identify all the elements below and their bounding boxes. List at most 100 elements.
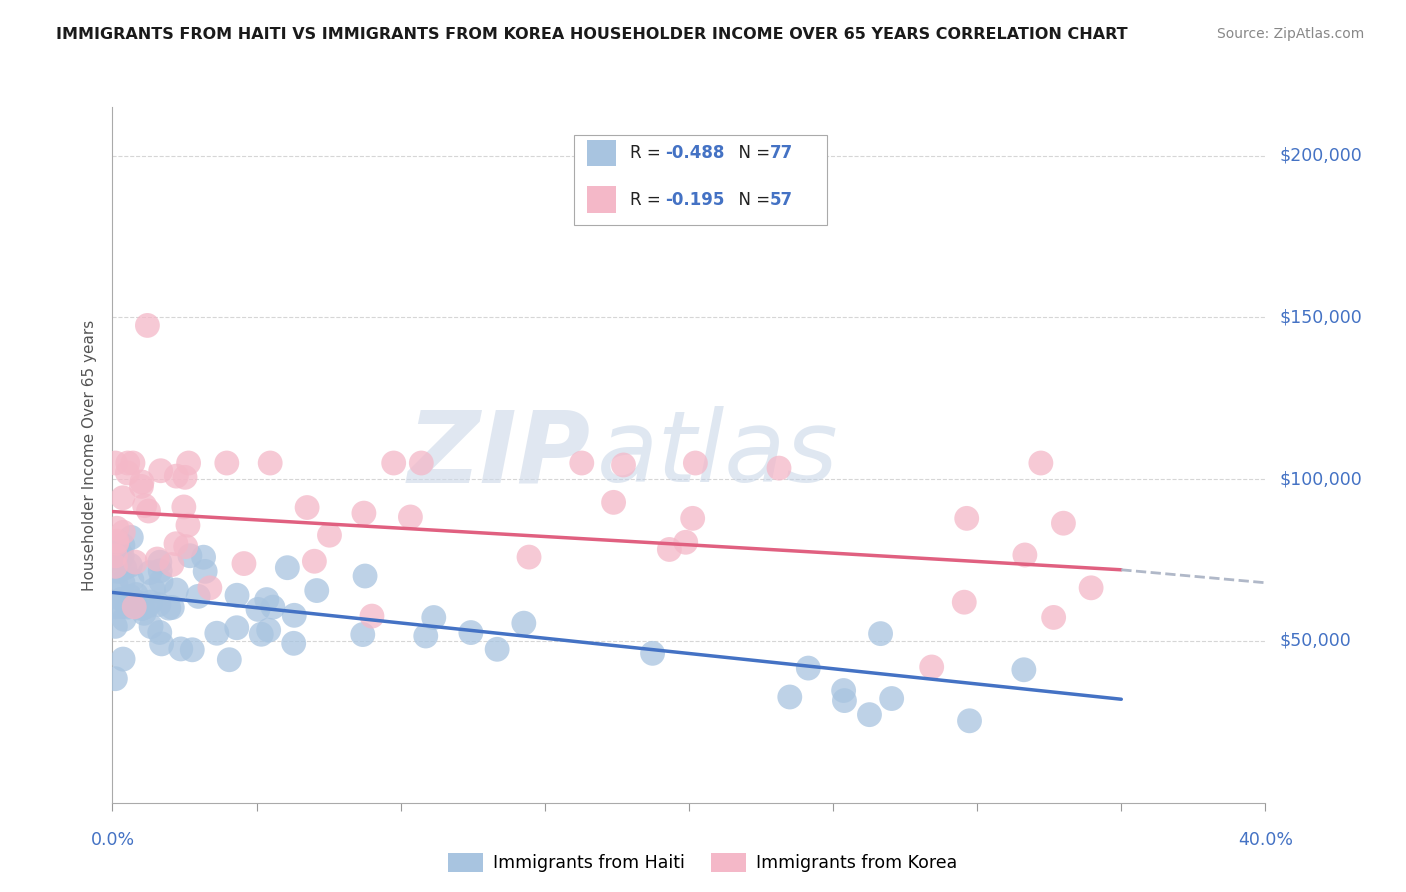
- Point: [205, 626, 228, 640]
- Text: -0.195: -0.195: [665, 191, 724, 209]
- Point: [179, 549, 201, 563]
- Text: $50,000: $50,000: [1279, 632, 1351, 650]
- Point: [111, 491, 134, 505]
- Point: [1029, 456, 1052, 470]
- Point: [149, 464, 172, 478]
- Point: [226, 588, 249, 602]
- Point: [124, 555, 146, 569]
- Point: [122, 456, 145, 470]
- Point: [194, 565, 217, 579]
- Point: [131, 600, 153, 615]
- FancyBboxPatch shape: [574, 135, 827, 226]
- Point: [173, 500, 195, 514]
- Point: [117, 466, 139, 480]
- Point: [136, 599, 159, 613]
- Point: [921, 660, 943, 674]
- Point: [131, 479, 153, 493]
- FancyBboxPatch shape: [588, 186, 616, 213]
- Point: [353, 506, 375, 520]
- Text: ZIP: ZIP: [408, 407, 591, 503]
- Point: [162, 600, 184, 615]
- Point: [107, 564, 129, 578]
- Point: [959, 714, 981, 728]
- Point: [122, 599, 145, 614]
- Point: [685, 456, 707, 470]
- Point: [259, 456, 281, 470]
- Point: [602, 495, 624, 509]
- Text: 40.0%: 40.0%: [1237, 830, 1294, 848]
- Point: [1042, 610, 1064, 624]
- Point: [956, 511, 979, 525]
- Point: [174, 540, 197, 554]
- Text: -0.488: -0.488: [665, 144, 724, 162]
- Point: [150, 574, 173, 589]
- Point: [869, 626, 891, 640]
- Text: N =: N =: [728, 144, 776, 162]
- Legend: Immigrants from Haiti, Immigrants from Korea: Immigrants from Haiti, Immigrants from K…: [441, 846, 965, 879]
- Point: [120, 558, 142, 573]
- Point: [146, 552, 169, 566]
- Point: [797, 661, 820, 675]
- Point: [104, 549, 127, 563]
- Point: [233, 557, 256, 571]
- Point: [149, 625, 172, 640]
- Point: [139, 566, 162, 580]
- Point: [361, 609, 384, 624]
- Point: [104, 672, 127, 686]
- Point: [675, 535, 697, 549]
- Text: 77: 77: [769, 144, 793, 162]
- Point: [779, 690, 801, 704]
- Point: [612, 458, 634, 472]
- Point: [215, 456, 238, 470]
- Point: [304, 554, 326, 568]
- Point: [131, 601, 153, 615]
- Point: [460, 625, 482, 640]
- Text: 57: 57: [769, 191, 793, 209]
- Point: [104, 619, 127, 633]
- Point: [193, 550, 215, 565]
- Point: [880, 691, 903, 706]
- Point: [354, 569, 377, 583]
- Point: [305, 583, 328, 598]
- Point: [157, 601, 180, 615]
- Point: [104, 559, 127, 574]
- Point: [112, 525, 135, 540]
- Point: [858, 707, 880, 722]
- Point: [104, 456, 127, 470]
- Text: atlas: atlas: [596, 407, 838, 503]
- Point: [120, 598, 142, 612]
- Point: [120, 531, 142, 545]
- Point: [149, 555, 172, 569]
- Point: [250, 627, 273, 641]
- Point: [117, 456, 139, 470]
- Text: R =: R =: [630, 144, 666, 162]
- Point: [256, 592, 278, 607]
- Point: [138, 504, 160, 518]
- Point: [120, 590, 142, 604]
- Point: [111, 538, 134, 552]
- Point: [276, 560, 298, 574]
- Point: [1080, 581, 1102, 595]
- Point: [262, 600, 284, 615]
- Point: [571, 456, 593, 470]
- Point: [834, 693, 856, 707]
- Point: [423, 610, 446, 624]
- Point: [165, 582, 187, 597]
- Point: [517, 550, 540, 565]
- Point: [125, 595, 148, 609]
- Point: [682, 511, 704, 525]
- Point: [768, 461, 790, 475]
- Point: [170, 641, 193, 656]
- Point: [114, 561, 136, 575]
- Point: [352, 627, 374, 641]
- Point: [110, 552, 132, 566]
- Point: [318, 528, 340, 542]
- Point: [174, 470, 197, 484]
- Text: N =: N =: [728, 191, 776, 209]
- Text: $200,000: $200,000: [1279, 146, 1362, 165]
- Point: [105, 536, 128, 550]
- Text: R =: R =: [630, 191, 666, 209]
- Text: 0.0%: 0.0%: [90, 830, 135, 848]
- Point: [110, 599, 132, 614]
- Text: IMMIGRANTS FROM HAITI VS IMMIGRANTS FROM KOREA HOUSEHOLDER INCOME OVER 65 YEARS : IMMIGRANTS FROM HAITI VS IMMIGRANTS FROM…: [56, 27, 1128, 42]
